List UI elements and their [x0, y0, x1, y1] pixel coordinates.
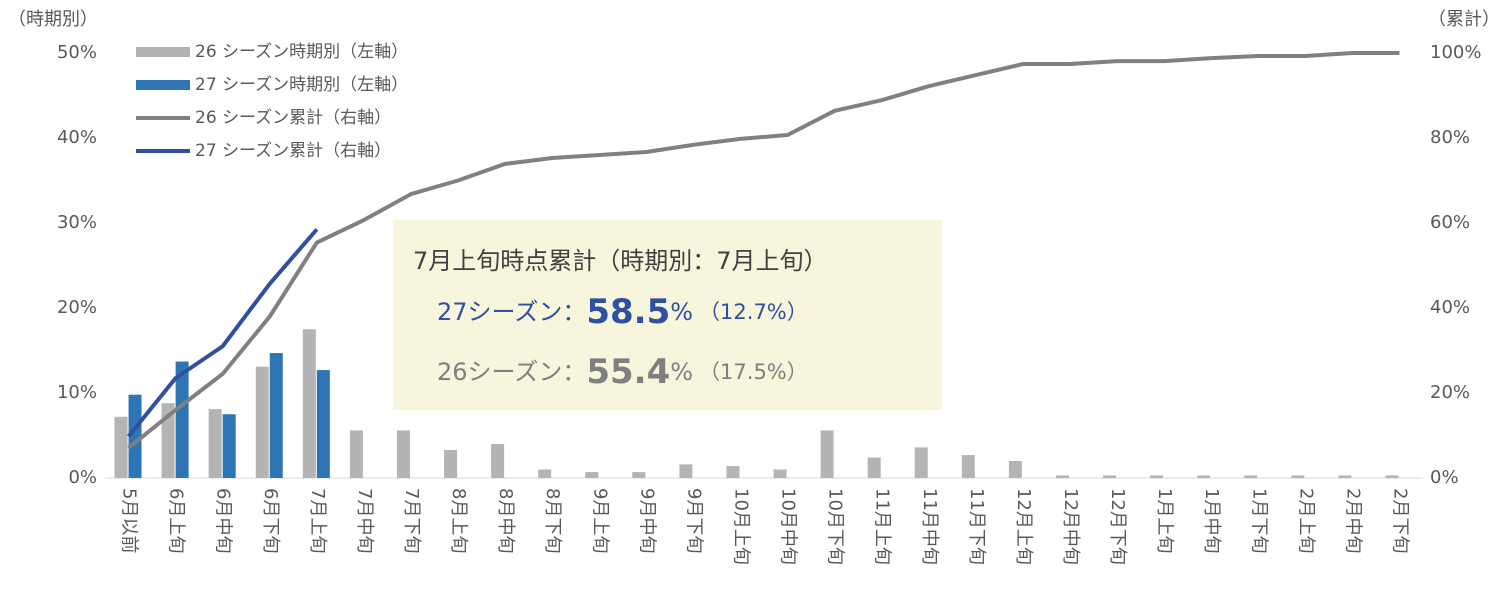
- bar: [208, 409, 222, 478]
- x-tick-label: 8月下旬: [542, 488, 563, 553]
- annotation-label: 27シーズン：: [437, 298, 586, 326]
- legend: 26 シーズン時期別（左軸） 27 シーズン時期別（左軸） 26 シーズン累計（右軸…: [136, 42, 408, 161]
- y-tick-label: 50%: [57, 42, 97, 63]
- y2-tick-label: 0%: [1430, 467, 1459, 488]
- y2-tick-label: 100%: [1430, 42, 1481, 63]
- bar: [961, 455, 975, 478]
- x-tick-label: 6月上旬: [166, 488, 187, 553]
- x-tick-label: 10月中旬: [778, 488, 799, 565]
- x-tick-label: 1月中旬: [1201, 488, 1222, 553]
- x-tick-label: 2月下旬: [1389, 488, 1410, 553]
- legend-swatch: [136, 47, 190, 57]
- x-tick-label: 7月中旬: [354, 488, 375, 553]
- bar: [1338, 475, 1352, 478]
- bar: [491, 444, 505, 478]
- bar: [1197, 475, 1211, 478]
- bar: [222, 414, 236, 478]
- x-tick-label: 8月上旬: [448, 488, 469, 553]
- annotation-value: 55.4: [586, 352, 670, 392]
- bar: [128, 394, 142, 478]
- bar: [349, 430, 363, 478]
- bar: [1385, 475, 1399, 478]
- legend-label: 26 シーズン累計（右軸）: [195, 108, 391, 128]
- y-tick-label: 40%: [57, 127, 97, 148]
- bar: [1244, 475, 1258, 478]
- annotation-value: 58.5: [586, 292, 670, 332]
- x-tick-label: 6月中旬: [213, 488, 234, 553]
- bar: [1008, 461, 1022, 478]
- bar: [316, 370, 330, 478]
- bar: [175, 361, 189, 478]
- bar: [269, 353, 283, 478]
- legend-label: 26 シーズン時期別（左軸）: [195, 42, 408, 62]
- x-tick-label: 1月下旬: [1248, 488, 1269, 553]
- y-tick-label: 30%: [57, 212, 97, 233]
- y2-tick-label: 60%: [1430, 212, 1470, 233]
- y2-tick-label: 20%: [1430, 382, 1470, 403]
- annotation-box: [393, 220, 942, 410]
- y2-tick-label: 40%: [1430, 297, 1470, 318]
- y-tick-label: 20%: [57, 297, 97, 318]
- annotation-unit: %: [670, 298, 693, 326]
- x-tick-label: 7月上旬: [307, 488, 328, 553]
- x-tick-label: 12月中旬: [1060, 488, 1081, 565]
- x-tick-label: 12月上旬: [1013, 488, 1034, 565]
- bar: [1055, 475, 1069, 478]
- y2-tick-label: 80%: [1430, 127, 1470, 148]
- bar: [1291, 475, 1305, 478]
- x-tick-label: 11月上旬: [872, 488, 893, 565]
- bar: [679, 464, 693, 478]
- x-tick-label: 10月上旬: [730, 488, 751, 565]
- bar: [161, 403, 175, 478]
- annotation-note: （17.5%）: [699, 360, 808, 384]
- annotation-unit: %: [670, 358, 693, 386]
- legend-label: 27 シーズン時期別（左軸）: [195, 75, 408, 95]
- x-tick-label: 9月上旬: [589, 488, 610, 553]
- bar: [914, 447, 928, 478]
- x-tick-label: 11月下旬: [966, 488, 987, 565]
- bar: [302, 329, 316, 478]
- bar: [538, 469, 552, 478]
- x-tick-label: 2月上旬: [1295, 488, 1316, 553]
- legend-label: 27 シーズン累計（右軸）: [195, 141, 391, 161]
- bar: [114, 416, 128, 478]
- y-axis-label: （時期別）: [8, 9, 98, 30]
- annotation-title: 7月上旬時点累計（時期別：7月上旬）: [413, 247, 828, 275]
- bar: [396, 430, 410, 478]
- legend-swatch: [136, 80, 190, 90]
- bar: [867, 457, 881, 478]
- annotation-line: 27シーズン：58.5% （12.7%）: [437, 292, 808, 332]
- bar: [255, 366, 269, 478]
- y2-axis-label: （累計）: [1428, 9, 1500, 30]
- bar: [820, 430, 834, 478]
- bar: [726, 466, 740, 478]
- annotation-note: （12.7%）: [699, 300, 808, 324]
- x-tick-label: 10月下旬: [825, 488, 846, 565]
- x-tick-label: 11月中旬: [919, 488, 940, 565]
- bar: [773, 469, 787, 478]
- x-tick-label: 2月中旬: [1342, 488, 1363, 553]
- y-tick-label: 0%: [68, 467, 97, 488]
- x-tick-label: 9月中旬: [636, 488, 657, 553]
- bar: [1150, 475, 1164, 478]
- bar: [1103, 475, 1117, 478]
- x-tick-label: 5月以前: [119, 488, 140, 553]
- x-tick-label: 1月上旬: [1154, 488, 1175, 553]
- annotation: 7月上旬時点累計（時期別：7月上旬）27シーズン：58.5% （12.7%）26シ…: [393, 220, 942, 410]
- bar: [632, 472, 646, 478]
- x-tick-label: 9月下旬: [683, 488, 704, 553]
- y-tick-label: 10%: [57, 382, 97, 403]
- bar: [444, 449, 458, 478]
- line: [126, 228, 319, 438]
- annotation-label: 26シーズン：: [437, 358, 586, 386]
- x-tick-label: 7月下旬: [401, 488, 422, 553]
- x-tick-label: 6月下旬: [260, 488, 281, 553]
- annotation-line: 26シーズン：55.4% （17.5%）: [437, 352, 808, 392]
- x-tick-label: 8月中旬: [495, 488, 516, 553]
- line: [127, 51, 1400, 450]
- bar: [585, 472, 599, 478]
- x-tick-label: 12月下旬: [1107, 488, 1128, 565]
